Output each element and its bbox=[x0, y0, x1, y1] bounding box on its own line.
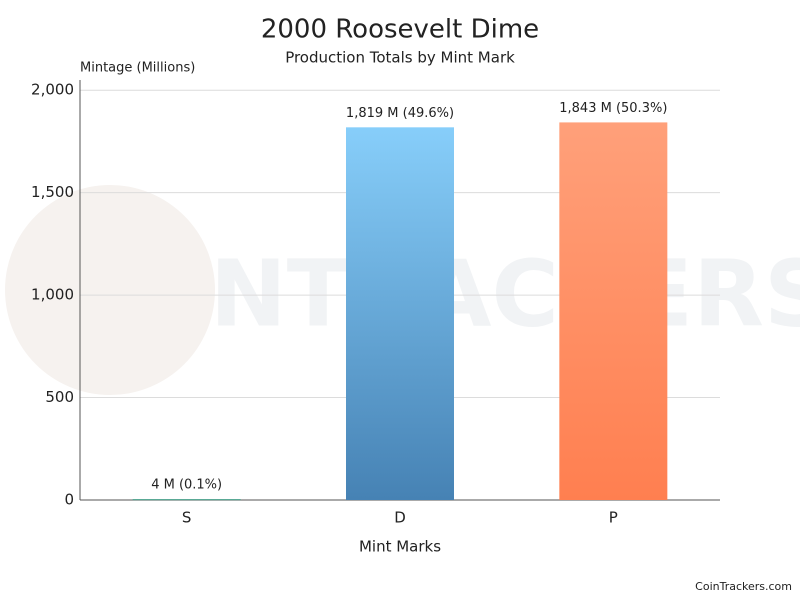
y-tick-label: 500 bbox=[45, 388, 74, 406]
value-label: 1,843 M (50.3%) bbox=[559, 101, 667, 116]
chart-title: 2000 Roosevelt Dime bbox=[261, 15, 539, 45]
y-tick-label: 0 bbox=[64, 491, 74, 509]
chart-subtitle: Production Totals by Mint Mark bbox=[285, 49, 515, 67]
bar bbox=[559, 122, 667, 500]
bar bbox=[346, 127, 454, 500]
value-label: 4 M (0.1%) bbox=[151, 478, 222, 493]
footer: CoinTrackers.com bbox=[695, 580, 792, 593]
y-tick-label: 2,000 bbox=[31, 81, 74, 99]
y-axis-label: Mintage (Millions) bbox=[80, 61, 195, 76]
x-axis-label: Mint Marks bbox=[359, 538, 441, 556]
x-tick-label: S bbox=[182, 509, 192, 527]
y-tick-label: 1,000 bbox=[31, 286, 74, 304]
y-tick-label: 1,500 bbox=[31, 183, 74, 201]
x-tick-label: P bbox=[609, 509, 618, 527]
bar bbox=[133, 499, 241, 500]
x-tick-label: D bbox=[394, 509, 406, 527]
value-label: 1,819 M (49.6%) bbox=[346, 106, 454, 121]
